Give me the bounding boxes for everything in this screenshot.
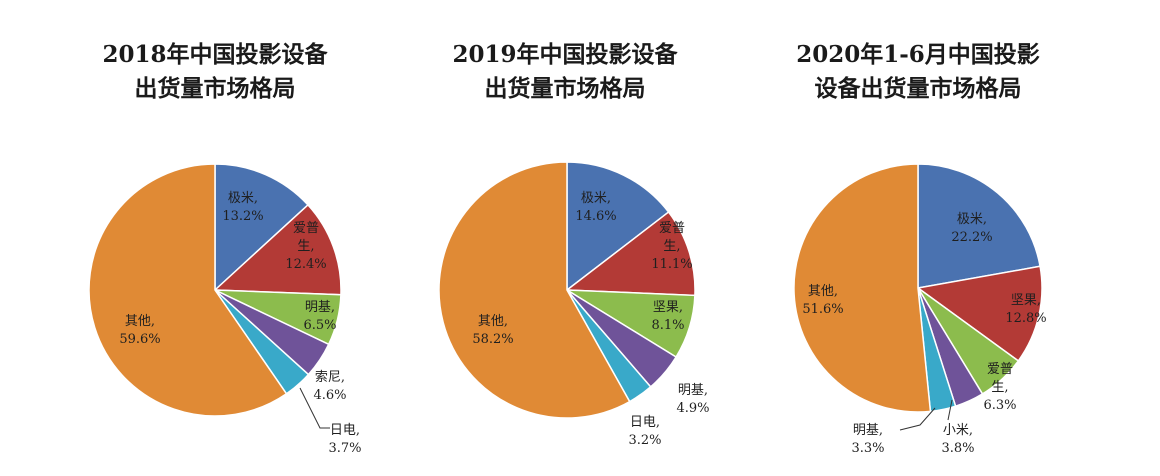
pie-chart-1: 极米, 14.6% 爱普生, 11.1% 坚果, 8.1% 明基, 4.9% 日电, 3.2% 其他… (438, 161, 710, 448)
slice-label: 小米, 3.8% (941, 423, 974, 456)
slice-label: 坚果, 8.1% (651, 300, 684, 333)
slice-label: 极米, 13.2% (222, 191, 263, 224)
pie-slice (438, 161, 631, 419)
chart-title-line: 2020年1-6月中国投影 (796, 41, 1040, 68)
leader-line (947, 399, 953, 421)
slice-label: 明基, 4.9% (676, 383, 709, 416)
slice-label: 明基, 6.5% (303, 300, 336, 333)
chart-title-line: 出货量市场格局 (484, 75, 646, 102)
slice-label: 其他, 59.6% (119, 314, 160, 347)
leader-line (299, 387, 330, 429)
pie-slice (88, 163, 288, 417)
slice-label: 索尼, 4.6% (313, 370, 346, 403)
leader-line (899, 407, 936, 431)
slice-label: 极米, 22.2% (951, 212, 992, 245)
pie-slice (566, 161, 670, 292)
chart-title-2020h1: 2020年1-6月中国投影 设备出货量市场格局 (768, 38, 1068, 106)
slice-label: 其他, 51.6% (802, 284, 843, 317)
pie-slice (214, 163, 309, 292)
pie-chart-0: 极米, 13.2% 爱普生, 12.4% 明基, 6.5% 索尼, 4.6% 日电, 3.7% 其他… (88, 163, 362, 456)
slice-label: 明基, 3.3% (851, 423, 884, 456)
chart-title-line: 设备出货量市场格局 (814, 75, 1022, 102)
slice-label: 日电, 3.7% (328, 423, 361, 456)
pie-slice (917, 163, 1041, 289)
chart-title-line: 2019年中国投影设备 (452, 41, 678, 68)
chart-title-2019: 2019年中国投影设备 出货量市场格局 (415, 38, 715, 106)
pie-slice (213, 203, 342, 296)
slice-label: 爱普生, 12.4% (285, 221, 326, 272)
pie-slice (793, 163, 932, 413)
pie-slice (916, 265, 1043, 362)
slice-label: 日电, 3.2% (628, 415, 661, 448)
chart-title-2018: 2018年中国投影设备 出货量市场格局 (65, 38, 365, 106)
slice-label: 坚果, 12.8% (1005, 293, 1046, 326)
slice-label: 极米, 14.6% (575, 191, 616, 224)
slice-label: 爱普生, 11.1% (651, 221, 692, 272)
pie-slice (564, 211, 696, 297)
pie-chart-2: 极米, 22.2% 坚果, 12.8% 爱普生, 6.3% 小米, 3.8% 明基, 3.3% 其他… (793, 163, 1047, 456)
chart-title-line: 2018年中国投影设备 (102, 41, 328, 68)
chart-title-line: 出货量市场格局 (134, 75, 296, 102)
slice-label: 爱普生, 6.3% (983, 362, 1016, 413)
slice-label: 其他, 58.2% (472, 314, 513, 347)
